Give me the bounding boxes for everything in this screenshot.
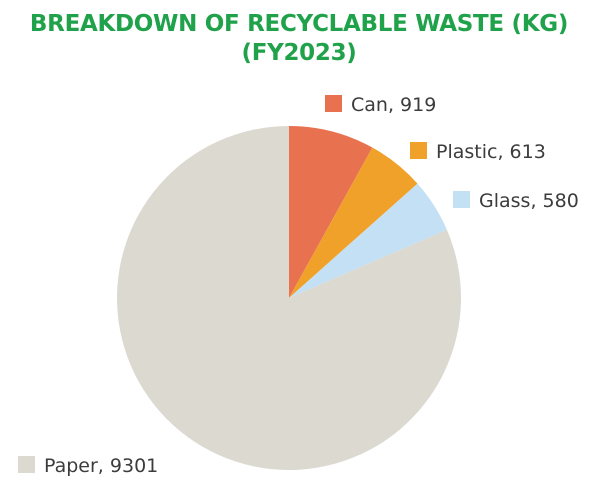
slice-label-paper: Paper, 9301	[44, 455, 158, 477]
pie-slices	[117, 126, 462, 470]
chart-title: BREAKDOWN OF RECYCLABLE WASTE (KG) (FY20…	[0, 10, 598, 68]
slice-label-can: Can, 919	[351, 94, 436, 116]
slice-label-glass: Glass, 580	[479, 190, 579, 212]
legend-swatch-plastic	[410, 142, 427, 159]
pie-slice-can	[289, 126, 373, 298]
pie-slice-paper	[117, 126, 462, 470]
slice-label-plastic: Plastic, 613	[436, 141, 546, 163]
legend: Can, 919 Plastic, 613 Glass, 580 Paper, 930…	[18, 94, 579, 477]
legend-swatch-glass	[453, 191, 470, 208]
legend-swatch-can	[325, 95, 342, 112]
legend-swatch-paper	[18, 456, 35, 473]
pie-slice-glass	[289, 183, 447, 298]
chart-subtitle: (FY2023)	[241, 40, 357, 66]
pie-slice-plastic	[289, 147, 418, 298]
chart-title-line1: BREAKDOWN OF RECYCLABLE WASTE (KG)	[29, 11, 569, 37]
